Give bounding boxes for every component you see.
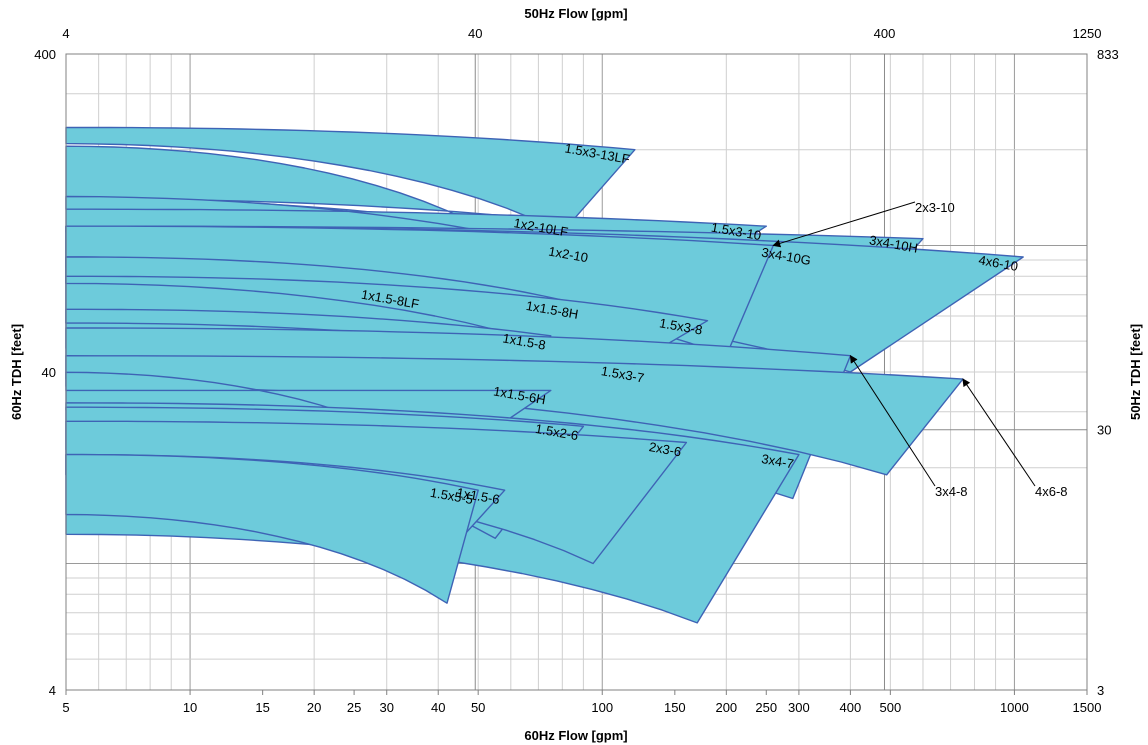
x-bottom-tick: 20 [307, 700, 321, 715]
pump-region [65, 275, 709, 373]
x-top-title: 50Hz Flow [gpm] [524, 6, 627, 21]
x-bottom-tick: 5 [62, 700, 69, 715]
callout-label: 2x3-10 [915, 200, 955, 215]
curve-label: 1.5x5-5 [429, 485, 474, 507]
x-bottom-tick: 10 [183, 700, 197, 715]
curve-label: 1.5x3-8 [658, 315, 703, 337]
callout-label: 3x4-8 [935, 484, 968, 499]
pump-region [65, 126, 636, 233]
x-bottom-tick: 15 [255, 700, 269, 715]
x-bottom-tick: 100 [591, 700, 613, 715]
x-top-tick: 40 [468, 26, 482, 41]
tick-labels: 5 10 15 20 25 30 40 50 100 150 200 250 300 400 500 1000… [34, 26, 1118, 715]
x-bottom-tick: 200 [715, 700, 737, 715]
callout-arrow [962, 378, 1036, 487]
y-left-title: 60Hz TDH [feet] [9, 324, 24, 420]
y-left-tick: 40 [42, 365, 56, 380]
x-top-tick: 1250 [1073, 26, 1102, 41]
pump-regions [65, 126, 1024, 624]
x-bottom-tick: 40 [431, 700, 445, 715]
curve-label: 3x4-7 [760, 451, 795, 471]
x-bottom-tick: 500 [879, 700, 901, 715]
pump-region [65, 453, 479, 604]
callout-label: 4x6-8 [1035, 484, 1068, 499]
y-right-tick: 30 [1097, 423, 1111, 438]
y-right-title: 50Hz TDH [feet] [1128, 324, 1143, 420]
y-right-tick: 833 [1097, 47, 1119, 62]
plot-frame [65, 53, 1088, 691]
x-bottom-tick: 250 [755, 700, 777, 715]
x-bottom-tick: 300 [788, 700, 810, 715]
callout-arrow [772, 201, 916, 248]
x-bottom-tick: 30 [379, 700, 393, 715]
callouts: 2x3-10 3x4-8 4x6-8 [772, 200, 1068, 499]
x-bottom-tick: 150 [664, 700, 686, 715]
x-bottom-title: 60Hz Flow [gpm] [524, 728, 627, 743]
curve-label: 1x1.5-6 [456, 485, 501, 507]
curve-label: 1x1.5-8 [502, 330, 547, 352]
y-right-tick: 3 [1097, 683, 1104, 698]
y-left-tick: 4 [49, 683, 56, 698]
curve-label: 1.5x2-6 [534, 421, 579, 443]
x-bottom-tick: 50 [471, 700, 485, 715]
pump-region [65, 195, 767, 286]
curve-label: 1.5x3-7 [600, 363, 645, 385]
x-bottom-tick: 400 [840, 700, 862, 715]
curve-label: 1x2-10 [547, 244, 589, 266]
x-bottom-tick: 1000 [1000, 700, 1029, 715]
curve-label: 2x3-6 [648, 439, 683, 459]
curve-label: 4x6-10 [977, 252, 1019, 274]
y-left-tick: 400 [34, 47, 56, 62]
plot-border [65, 53, 1088, 691]
x-top-tick: 4 [62, 26, 69, 41]
callout-arrow [849, 354, 936, 487]
x-top-tick: 400 [874, 26, 896, 41]
curve-labels: 1.5x3-13LF1x2-10LF1x2-101.5x3-103x4-10G3… [360, 140, 1019, 507]
x-bottom-tick: 1500 [1073, 700, 1102, 715]
x-bottom-tick: 25 [347, 700, 361, 715]
